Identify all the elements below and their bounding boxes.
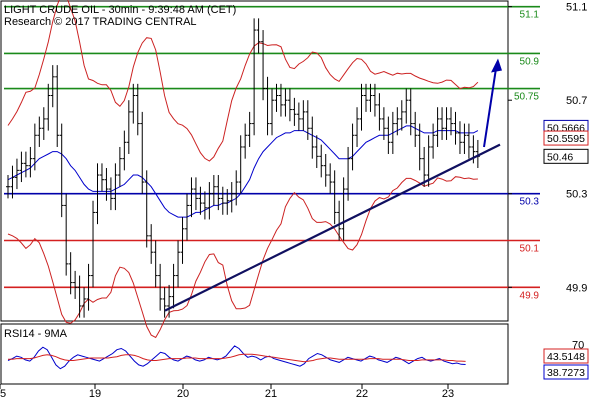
level-label: 49.9 <box>520 290 540 301</box>
price-tag-box <box>543 130 589 146</box>
forecast-arrowhead <box>491 58 502 73</box>
price-tag-box <box>543 148 589 164</box>
level-label: 50.9 <box>520 56 540 67</box>
upper-band <box>7 0 479 162</box>
rsi-line <box>7 345 466 370</box>
x-tick-label: 22 <box>356 388 368 400</box>
rsi-tag-label: 38.7273 <box>547 367 585 379</box>
level-label: 51.1 <box>520 10 540 21</box>
y-tick-label: 51.1 <box>566 2 587 14</box>
level-label: 50.3 <box>520 197 540 208</box>
rsi-tag-box <box>543 364 589 380</box>
price-tag-label: 50.5595 <box>547 133 585 145</box>
rsi-tag-label: 43.5148 <box>547 351 585 363</box>
lower-band <box>7 176 478 339</box>
rsi-title: RSI14 - 9MA <box>4 328 68 340</box>
level-label: 50.1 <box>520 244 540 255</box>
rsi-panel-frame <box>0 323 509 385</box>
y-tick-label: 49.9 <box>566 282 587 294</box>
level-label: 50.75 <box>514 92 539 103</box>
x-tick-label: 20 <box>177 388 189 400</box>
x-tick-label: 19 <box>89 388 101 400</box>
main-panel-frame <box>0 0 509 322</box>
y-tick-label: 50.7 <box>566 95 587 107</box>
moving-average <box>7 125 479 218</box>
price-tag-label: 50.46 <box>547 151 573 163</box>
rsi-tag-box <box>543 348 589 364</box>
y-tick-label: 50.3 <box>566 189 587 201</box>
forecast-arrow <box>483 68 497 148</box>
x-tick-label: 25 <box>0 388 6 400</box>
rsi-ma-line <box>8 353 466 363</box>
trendline <box>164 143 501 312</box>
x-tick-label: 21 <box>265 388 277 400</box>
x-tick-label: 23 <box>442 388 454 400</box>
chart-subtitle: Research © 2017 TRADING CENTRAL <box>4 16 197 28</box>
chart-title: LIGHT CRUDE OIL - 30min - 9:39:48 AM (CE… <box>4 4 236 16</box>
